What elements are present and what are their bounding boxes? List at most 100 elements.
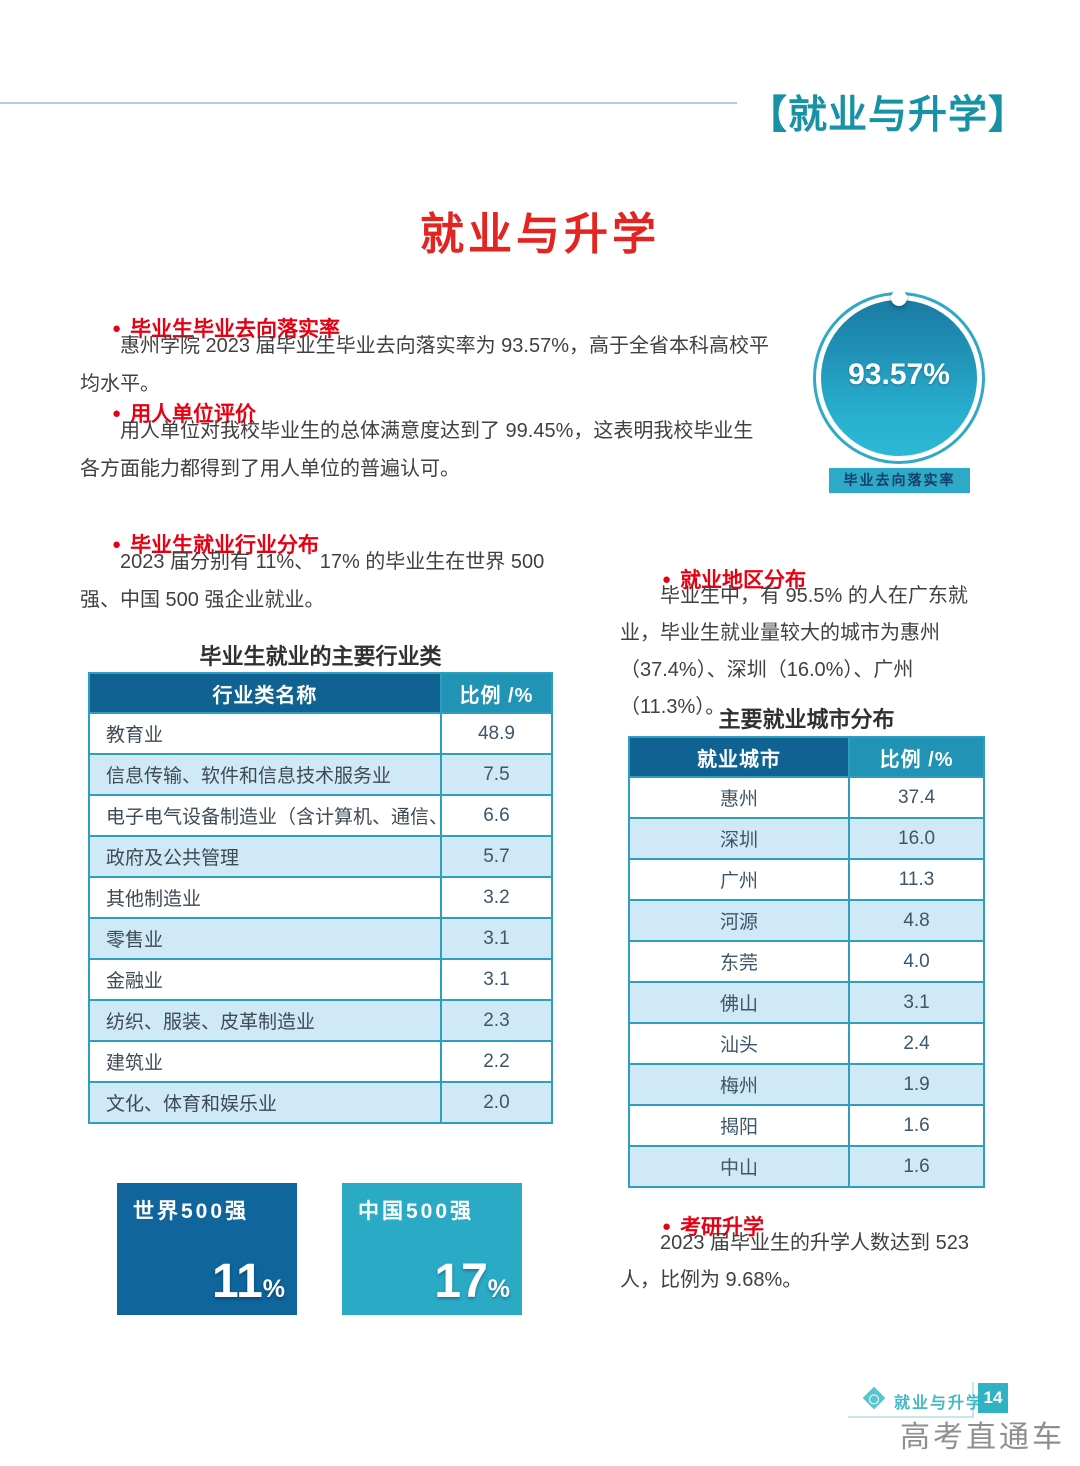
top500-badge: 中国500强 17% xyxy=(342,1183,522,1315)
bullet-icon: ● xyxy=(112,404,122,422)
table-row: 金融业 3.1 xyxy=(88,958,554,1001)
industry-name-cell: 信息传输、软件和信息技术服务业 xyxy=(88,753,442,796)
gauge-label: 毕业去向落实率 xyxy=(829,468,970,493)
city-value-cell: 4.0 xyxy=(848,940,985,983)
section-body-employer-review: 用人单位对我校毕业生的总体满意度达到了 99.45%，这表明我校毕业生各方面能力… xyxy=(80,420,754,480)
footer-divider-vertical xyxy=(972,1382,974,1418)
industry-name-cell: 教育业 xyxy=(88,712,442,755)
placement-rate-gauge: 93.57% 毕业去向落实率 xyxy=(813,290,985,494)
city-name-cell: 东莞 xyxy=(627,940,851,983)
industry-table: 行业类名称 比例 /% 教育业 48.9 信息传输、软件和信息技术服务业 7.5… xyxy=(88,672,554,1124)
table-row: 建筑业 2.2 xyxy=(88,1040,554,1083)
city-value-cell: 1.6 xyxy=(848,1145,985,1188)
industry-table-title: 毕业生就业的主要行业类 xyxy=(199,644,442,669)
city-value-cell: 1.9 xyxy=(848,1063,985,1106)
industry-name-cell: 文化、体育和娱乐业 xyxy=(88,1081,442,1124)
city-name-cell: 惠州 xyxy=(627,776,851,819)
city-name-cell: 佛山 xyxy=(627,981,851,1024)
industry-name-cell: 零售业 xyxy=(88,917,442,960)
badge-label: 中国500强 xyxy=(358,1200,475,1223)
badge-number: 11% xyxy=(212,1254,285,1309)
industry-value-cell: 3.1 xyxy=(439,958,554,1001)
gauge-dot-icon xyxy=(891,290,907,306)
industry-value-cell: 7.5 xyxy=(439,753,554,796)
industry-value-cell: 2.3 xyxy=(439,999,554,1042)
city-value-cell: 16.0 xyxy=(848,817,985,860)
city-name-cell: 中山 xyxy=(627,1145,851,1188)
corner-section-tag: 【就业与升学】 xyxy=(748,94,1029,137)
section-body-industry: 2023 届分别有 11%、 17% 的毕业生在世界 500 强、中国 500 … xyxy=(80,551,545,611)
section-heading-placement-rate: ● 毕业生毕业去向落实率 xyxy=(112,313,340,343)
badge-value: 11 xyxy=(212,1255,263,1308)
table-row: 河源 4.8 xyxy=(627,899,985,942)
industry-value-cell: 3.1 xyxy=(439,917,554,960)
city-value-cell: 2.4 xyxy=(848,1022,985,1065)
table-row: 汕头 2.4 xyxy=(627,1022,985,1065)
badge-unit: % xyxy=(262,1275,285,1303)
city-table-title: 主要就业城市分布 xyxy=(718,707,895,732)
section-body-placement-rate: 惠州学院 2023 届毕业生毕业去向落实率为 93.57%，高于全省本科高校平均… xyxy=(80,335,769,395)
column-header-ratio: 比例 /% xyxy=(439,672,554,714)
city-name-cell: 广州 xyxy=(627,858,851,901)
section-heading-label: 考研升学 xyxy=(680,1216,765,1239)
section-body-region: 毕业生中，有 95.5% 的人在广东就业，毕业生就业量较大的城市为惠州（37.4… xyxy=(620,585,968,718)
bullet-icon: ● xyxy=(662,1217,672,1235)
table-row: 东莞 4.0 xyxy=(627,940,985,983)
industry-name-cell: 其他制造业 xyxy=(88,876,442,919)
table-row: 电子电气设备制造业（含计算机、通信、家电等） 6.6 xyxy=(88,794,554,837)
section-heading-region: ● 就业地区分布 xyxy=(662,564,806,594)
footer-divider-horizontal xyxy=(848,1416,974,1418)
table-header-row: 就业城市 比例 /% xyxy=(627,736,985,778)
section-heading-further-study: ● 考研升学 xyxy=(662,1211,764,1241)
city-name-cell: 梅州 xyxy=(627,1063,851,1106)
table-row: 中山 1.6 xyxy=(627,1145,985,1188)
table-row: 教育业 48.9 xyxy=(88,712,554,755)
bullet-icon: ● xyxy=(112,535,122,553)
page-title: 就业与升学 xyxy=(420,210,660,259)
industry-value-cell: 2.0 xyxy=(439,1081,554,1124)
city-name-cell: 深圳 xyxy=(627,817,851,860)
column-header-ratio: 比例 /% xyxy=(848,736,985,778)
badge-number: 17% xyxy=(434,1254,510,1309)
city-value-cell: 1.6 xyxy=(848,1104,985,1147)
industry-name-cell: 政府及公共管理 xyxy=(88,835,442,878)
badge-label: 世界500强 xyxy=(133,1200,250,1223)
city-table: 就业城市 比例 /% 惠州 37.4 深圳 16.0 广州 11.3 xyxy=(627,736,985,1188)
industry-value-cell: 3.2 xyxy=(439,876,554,919)
table-row: 零售业 3.1 xyxy=(88,917,554,960)
section-heading-label: 毕业生毕业去向落实率 xyxy=(130,318,341,341)
industry-name-cell: 建筑业 xyxy=(88,1040,442,1083)
bullet-icon: ● xyxy=(662,570,672,588)
table-row: 其他制造业 3.2 xyxy=(88,876,554,919)
bullet-icon: ● xyxy=(112,319,122,337)
industry-value-cell: 2.2 xyxy=(439,1040,554,1083)
gauge-fill xyxy=(821,300,977,456)
table-row: 信息传输、软件和信息技术服务业 7.5 xyxy=(88,753,554,796)
section-heading-label: 用人单位评价 xyxy=(130,403,257,426)
table-row: 揭阳 1.6 xyxy=(627,1104,985,1147)
header-divider xyxy=(0,102,737,104)
table-row: 政府及公共管理 5.7 xyxy=(88,835,554,878)
table-row: 广州 11.3 xyxy=(627,858,985,901)
badge-value: 17 xyxy=(434,1255,488,1308)
section-heading-label: 就业地区分布 xyxy=(680,569,807,592)
section-heading-employer-review: ● 用人单位评价 xyxy=(112,398,256,428)
city-value-cell: 37.4 xyxy=(848,776,985,819)
table-row: 深圳 16.0 xyxy=(627,817,985,860)
section-heading-label: 毕业生就业行业分布 xyxy=(130,534,320,557)
badges-row: 世界500强 11% 中国500强 17% xyxy=(117,1183,522,1315)
city-value-cell: 11.3 xyxy=(848,858,985,901)
section-heading-industry: ● 毕业生就业行业分布 xyxy=(112,529,319,559)
table-row: 纺织、服装、皮革制造业 2.3 xyxy=(88,999,554,1042)
column-header-city: 就业城市 xyxy=(627,736,851,778)
column-header-industry: 行业类名称 xyxy=(88,672,442,714)
industry-name-cell: 金融业 xyxy=(88,958,442,1001)
top500-badge: 世界500强 11% xyxy=(117,1183,297,1315)
city-value-cell: 4.8 xyxy=(848,899,985,942)
table-row: 文化、体育和娱乐业 2.0 xyxy=(88,1081,554,1124)
industry-value-cell: 6.6 xyxy=(439,794,554,837)
watermark-text: 高考直通车 xyxy=(900,1421,1065,1454)
city-value-cell: 3.1 xyxy=(848,981,985,1024)
table-header-row: 行业类名称 比例 /% xyxy=(88,672,554,714)
